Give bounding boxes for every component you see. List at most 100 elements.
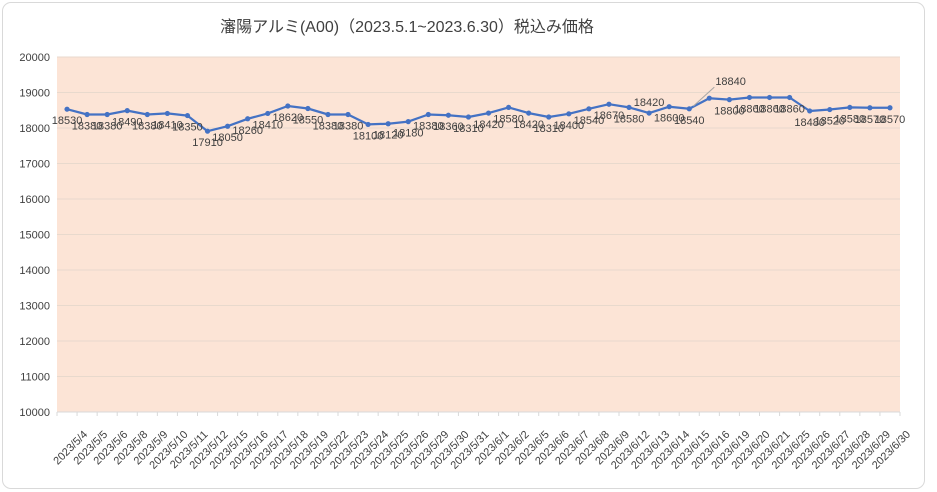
data-point-marker[interactable] <box>345 111 351 118</box>
data-point-marker[interactable] <box>164 110 170 117</box>
data-point-label: 18620 <box>273 112 304 124</box>
data-point-marker[interactable] <box>385 121 391 127</box>
data-point-marker[interactable] <box>285 103 291 109</box>
data-point-label: 18360 <box>433 121 464 133</box>
data-point-label: 18380 <box>72 121 103 133</box>
y-axis-tick-label: 13000 <box>19 301 50 313</box>
data-point-marker[interactable] <box>606 101 612 107</box>
y-axis-tick-label: 11000 <box>20 372 50 384</box>
data-point-label: 18530 <box>52 115 83 127</box>
data-point-marker[interactable] <box>204 128 211 134</box>
data-point-marker[interactable] <box>726 97 732 103</box>
y-axis-tick-label: 15000 <box>19 230 50 242</box>
data-point-marker[interactable] <box>766 94 773 101</box>
data-point-marker[interactable] <box>104 111 110 118</box>
data-point-marker[interactable] <box>546 114 552 120</box>
data-point-label: 18380 <box>132 121 163 133</box>
y-axis-tick-label: 16000 <box>19 194 50 206</box>
data-point-label: 18480 <box>794 117 825 129</box>
data-point-marker[interactable] <box>405 119 411 125</box>
data-point-marker[interactable] <box>706 95 712 101</box>
data-point-marker[interactable] <box>626 104 632 111</box>
data-point-marker[interactable] <box>827 106 833 113</box>
data-point-marker[interactable] <box>526 110 532 116</box>
data-point-marker[interactable] <box>445 112 451 118</box>
data-point-label: 18570 <box>855 114 886 126</box>
data-point-label: 18420 <box>513 119 544 131</box>
data-point-label: 18380 <box>92 121 123 133</box>
data-point-label: 18580 <box>835 113 866 125</box>
data-point-marker[interactable] <box>64 106 70 112</box>
data-point-label: 18580 <box>614 113 645 125</box>
data-point-label: 18580 <box>493 113 524 125</box>
data-point-marker[interactable] <box>566 111 572 117</box>
data-point-label: 18540 <box>674 115 705 127</box>
data-point-marker[interactable] <box>84 111 90 118</box>
data-point-label: 18120 <box>373 130 404 142</box>
data-point-marker[interactable] <box>184 112 191 119</box>
data-point-label: 18380 <box>333 121 364 133</box>
data-point-label: 18600 <box>654 113 685 125</box>
data-point-label: 18670 <box>594 110 625 122</box>
data-point-label: 18180 <box>393 128 424 140</box>
data-point-label: 18840 <box>715 76 746 88</box>
data-point-label: 18310 <box>453 123 484 135</box>
data-point-marker[interactable] <box>746 94 753 101</box>
data-point-label: 18860 <box>774 103 805 115</box>
data-point-marker[interactable] <box>465 114 472 120</box>
data-point-marker[interactable] <box>305 105 311 112</box>
data-point-label: 18520 <box>814 116 845 128</box>
data-point-marker[interactable] <box>646 110 652 116</box>
data-point-label: 18860 <box>754 103 785 115</box>
data-point-marker[interactable] <box>425 111 431 118</box>
data-point-label: 18860 <box>734 103 765 115</box>
data-point-label: 18100 <box>353 130 384 142</box>
data-point-label: 18310 <box>533 123 564 135</box>
data-point-label: 18490 <box>112 117 143 129</box>
y-axis-tick-label: 17000 <box>19 159 50 171</box>
data-point-label: 18350 <box>172 122 203 134</box>
data-label-leader-line <box>692 86 715 107</box>
data-point-label: 18420 <box>473 119 504 131</box>
data-point-label: 18380 <box>413 121 444 133</box>
data-point-marker[interactable] <box>325 111 331 118</box>
price-series-line[interactable] <box>65 96 892 133</box>
data-point-label: 18380 <box>313 121 344 133</box>
y-axis-tick-label: 20000 <box>19 52 50 64</box>
data-point-label: 18540 <box>574 115 605 127</box>
data-point-label: 18050 <box>212 132 243 144</box>
data-point-marker[interactable] <box>245 116 251 122</box>
data-point-marker[interactable] <box>807 108 813 114</box>
data-point-marker[interactable] <box>506 104 512 111</box>
data-point-marker[interactable] <box>124 108 130 114</box>
data-point-marker[interactable] <box>586 106 592 112</box>
data-point-label: 18550 <box>293 114 324 126</box>
data-point-marker[interactable] <box>847 104 853 111</box>
data-point-label: 18400 <box>554 120 585 132</box>
y-axis-tick-label: 14000 <box>19 265 50 277</box>
data-point-marker[interactable] <box>867 105 873 111</box>
data-point-marker[interactable] <box>265 110 271 117</box>
data-point-marker[interactable] <box>144 111 150 118</box>
data-point-label: 17910 <box>192 137 223 149</box>
data-point-marker[interactable] <box>787 94 793 101</box>
data-point-label: 18260 <box>232 125 263 137</box>
data-point-label: 18570 <box>875 114 906 126</box>
data-point-marker[interactable] <box>887 105 893 111</box>
data-point-label: 18420 <box>634 97 665 109</box>
data-point-label: 18410 <box>152 119 183 131</box>
data-point-marker[interactable] <box>686 106 692 112</box>
data-point-marker[interactable] <box>666 104 672 110</box>
data-point-marker[interactable] <box>365 121 371 128</box>
y-axis-tick-label: 18000 <box>19 123 50 135</box>
y-axis-tick-label: 10000 <box>19 407 50 419</box>
y-axis-tick-label: 12000 <box>19 336 50 348</box>
y-axis-tick-label: 19000 <box>19 88 50 100</box>
data-point-label: 18800 <box>714 106 745 118</box>
data-point-marker[interactable] <box>225 123 231 129</box>
chart-title[interactable]: 瀋陽アルミ(A00)（2023.5.1~2023.6.30）税込み価格 <box>220 19 594 36</box>
data-point-marker[interactable] <box>485 110 492 116</box>
data-point-label: 18410 <box>252 119 283 131</box>
